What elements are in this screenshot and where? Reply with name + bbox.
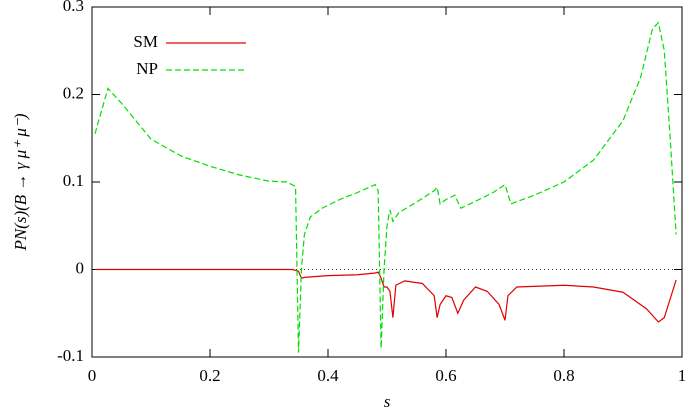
series-line [94,268,677,323]
x-tick-label: 0.2 [199,366,220,385]
y-tick-label: 0.1 [63,171,84,190]
x-tick-label: 0 [88,366,97,385]
series-line [94,21,677,353]
y-tick-label: 0.2 [63,83,84,102]
x-tick-label: 1 [678,366,687,385]
y-axis-label: PN(s)(B → γ μ⁺ μ⁻) [11,113,30,251]
plot-frame [91,6,683,358]
legend-label: SM [133,32,158,51]
x-tick-label: 0.4 [317,366,339,385]
y-tick-label: -0.1 [57,346,84,365]
y-tick-label: 0.3 [63,0,84,15]
x-tick-label: 0.8 [553,366,574,385]
x-axis-label: s [384,392,391,411]
x-tick-label: 0.6 [435,366,456,385]
legend-label: NP [136,59,158,78]
y-tick-label: 0 [76,258,85,277]
